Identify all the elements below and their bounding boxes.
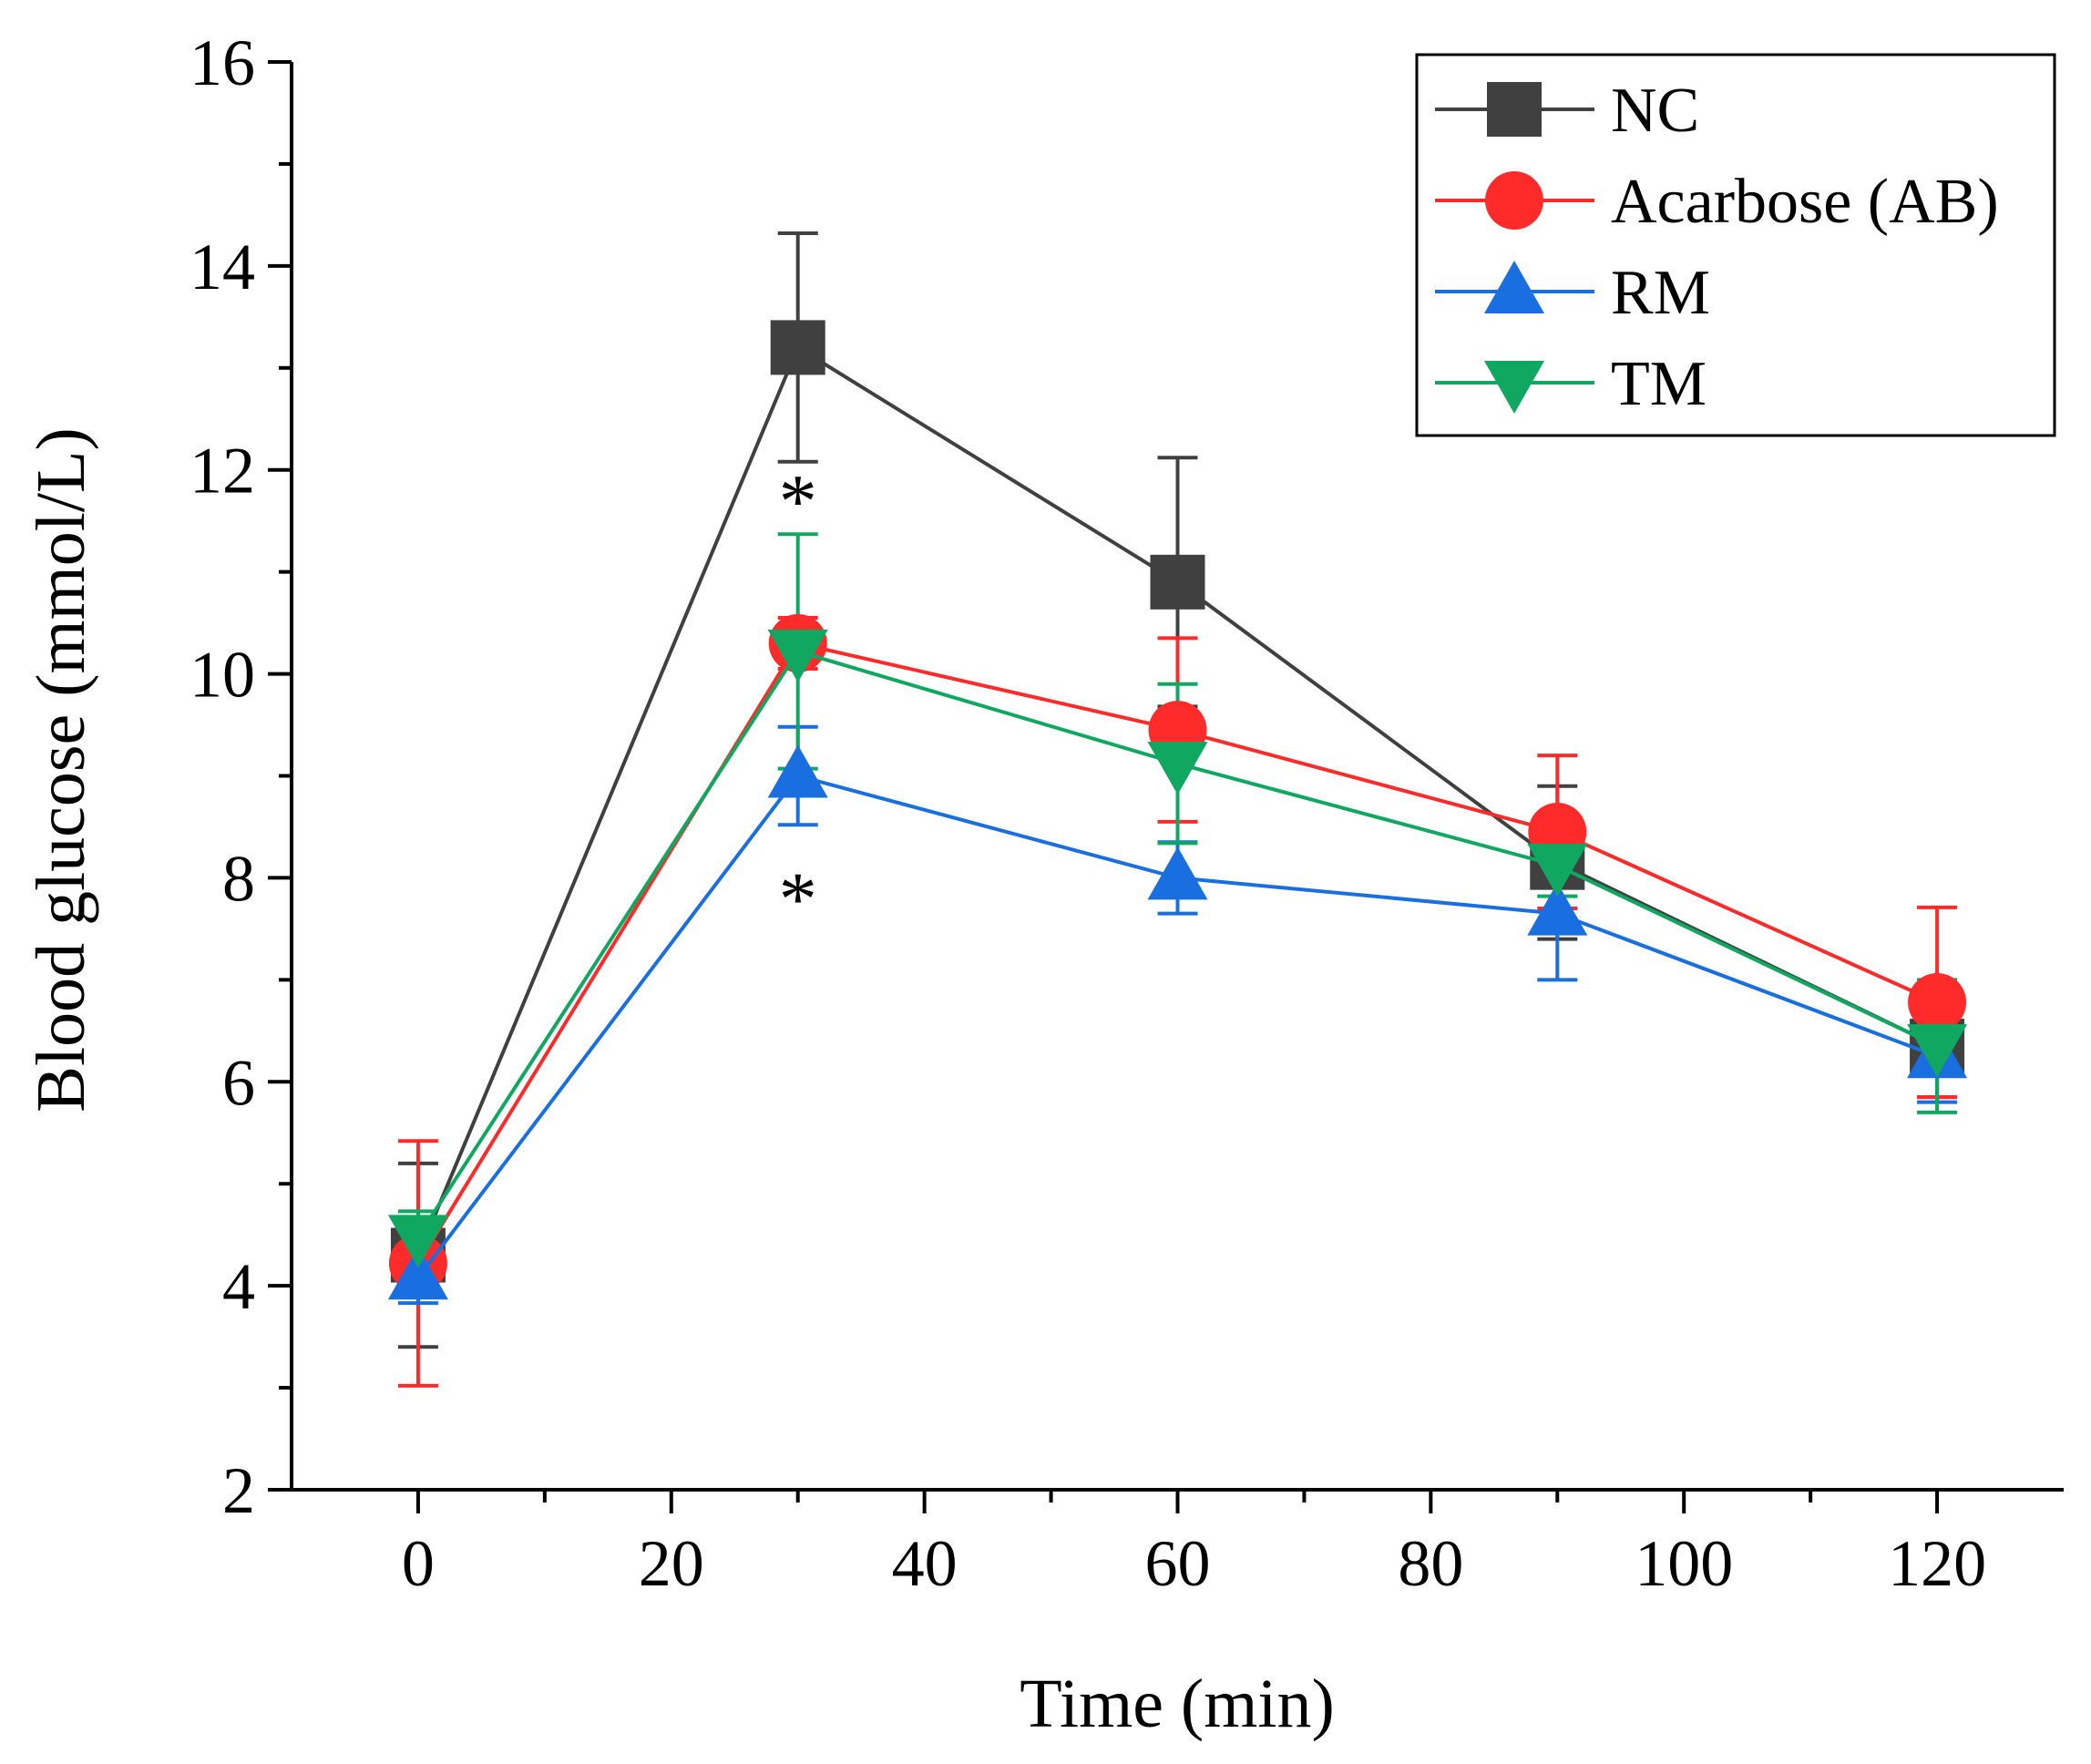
legend-marker bbox=[1484, 361, 1544, 414]
series-layer bbox=[387, 231, 1968, 1388]
legend: NC Acarbose (AB) RM TM bbox=[1415, 53, 2056, 437]
y-tick-label: 6 bbox=[222, 1046, 255, 1119]
x-tick-label: 60 bbox=[1145, 1527, 1211, 1600]
significance-marker: * bbox=[779, 857, 817, 942]
annotations: ** bbox=[779, 459, 817, 942]
series-1 bbox=[388, 613, 1967, 1293]
axes: 2 4 6 8 10 12 14 16 0 20 40 60 80 100 120 bbox=[190, 26, 2064, 1600]
y-tick-label: 4 bbox=[222, 1250, 255, 1323]
x-tick-label: 80 bbox=[1398, 1527, 1463, 1600]
significance-marker: * bbox=[779, 459, 817, 544]
legend-label: Acarbose (AB) bbox=[1611, 167, 1999, 237]
data-point bbox=[770, 320, 825, 375]
x-tick-label: 120 bbox=[1888, 1527, 1986, 1600]
x-tick-label: 20 bbox=[639, 1527, 704, 1600]
data-point bbox=[1147, 846, 1208, 900]
y-tick-label: 12 bbox=[190, 435, 255, 508]
data-point bbox=[1907, 1024, 1968, 1078]
y-axis-title: Blood glucose (mmol/L) bbox=[23, 427, 99, 1112]
data-point bbox=[1527, 843, 1588, 897]
legend-marker bbox=[1485, 171, 1543, 230]
legend-label: TM bbox=[1611, 349, 1707, 419]
legend-label: NC bbox=[1611, 76, 1699, 146]
y-tick-label: 8 bbox=[222, 842, 255, 915]
x-tick-label: 0 bbox=[402, 1527, 435, 1600]
data-point bbox=[1908, 972, 1967, 1031]
data-point bbox=[387, 1215, 448, 1268]
data-point bbox=[767, 629, 828, 682]
data-point bbox=[1150, 554, 1205, 610]
data-point bbox=[767, 744, 828, 798]
x-axis-title: Time (min) bbox=[1020, 1666, 1335, 1742]
y-tick-label: 16 bbox=[190, 26, 255, 99]
legend-label: RM bbox=[1611, 258, 1710, 328]
legend-marker bbox=[1487, 82, 1542, 137]
data-point bbox=[1147, 742, 1208, 795]
series-3 bbox=[387, 629, 1968, 1268]
y-tick-label: 14 bbox=[190, 231, 255, 303]
x-tick-label: 40 bbox=[892, 1527, 958, 1600]
x-tick-label: 100 bbox=[1635, 1527, 1733, 1600]
data-point bbox=[1527, 882, 1588, 936]
legend-marker bbox=[1484, 261, 1544, 313]
y-tick-label: 2 bbox=[222, 1454, 255, 1527]
data-point bbox=[387, 1246, 448, 1300]
y-tick-label: 10 bbox=[190, 639, 255, 712]
